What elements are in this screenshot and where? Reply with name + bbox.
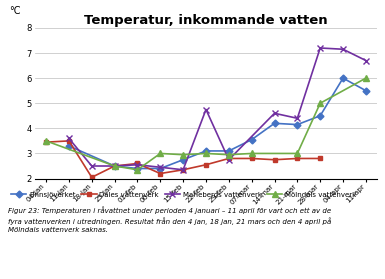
Mariebergs vattenverk	[204, 108, 208, 111]
Dales vattenverk	[112, 164, 117, 168]
Dales vattenverk	[295, 157, 300, 160]
Dales vattenverk	[204, 163, 208, 166]
Line: Finnsjöverket: Finnsjöverket	[67, 76, 368, 171]
Mölndals vattenverk	[363, 76, 368, 80]
Mariebergs vattenverk	[67, 137, 71, 140]
Finnsjöverket	[158, 167, 162, 170]
Mariebergs vattenverk	[158, 166, 162, 169]
Mariebergs vattenverk	[363, 59, 368, 62]
Mölndals vattenverk	[204, 152, 208, 155]
Mölndals vattenverk	[135, 168, 140, 171]
Finnsjöverket	[181, 158, 186, 161]
Finnsjöverket	[272, 122, 277, 125]
Finnsjöverket	[112, 164, 117, 168]
Mariebergs vattenverk	[181, 168, 186, 171]
Dales vattenverk	[89, 176, 94, 179]
Finnsjöverket	[67, 144, 71, 148]
Legend: Finnsjöverket, Dales vattenverk, Mariebergs vattenverk, Mölndals vattenverk: Finnsjöverket, Dales vattenverk, Mariebe…	[11, 192, 357, 198]
Finnsjöverket	[295, 123, 300, 126]
Finnsjöverket	[318, 114, 323, 117]
Mariebergs vattenverk	[272, 112, 277, 115]
Dales vattenverk	[181, 168, 186, 171]
Dales vattenverk	[249, 157, 254, 160]
Dales vattenverk	[318, 157, 323, 160]
Line: Mariebergs vattenverk: Mariebergs vattenverk	[65, 45, 369, 173]
Line: Dales vattenverk: Dales vattenverk	[44, 138, 323, 180]
Dales vattenverk	[158, 172, 162, 175]
Dales vattenverk	[67, 139, 71, 143]
Mariebergs vattenverk	[226, 158, 231, 161]
Mölndals vattenverk	[181, 153, 186, 156]
Text: Figur 23: Temperaturen i råvattnet under perioden 4 januari – 11 april för vart : Figur 23: Temperaturen i råvattnet under…	[8, 206, 331, 233]
Mariebergs vattenverk	[89, 164, 94, 168]
Line: Mölndals vattenverk: Mölndals vattenverk	[43, 75, 369, 172]
Title: Temperatur, inkommande vatten: Temperatur, inkommande vatten	[84, 14, 328, 27]
Text: °C: °C	[9, 6, 20, 16]
Mölndals vattenverk	[295, 152, 300, 155]
Finnsjöverket	[204, 149, 208, 153]
Dales vattenverk	[44, 140, 49, 144]
Dales vattenverk	[272, 158, 277, 161]
Mariebergs vattenverk	[135, 163, 140, 166]
Finnsjöverket	[249, 138, 254, 141]
Finnsjöverket	[226, 149, 231, 153]
Mölndals vattenverk	[112, 164, 117, 168]
Mariebergs vattenverk	[112, 164, 117, 168]
Finnsjöverket	[341, 76, 345, 80]
Mariebergs vattenverk	[341, 47, 345, 51]
Mölndals vattenverk	[158, 152, 162, 155]
Finnsjöverket	[363, 89, 368, 92]
Dales vattenverk	[135, 162, 140, 165]
Finnsjöverket	[135, 167, 140, 170]
Mariebergs vattenverk	[295, 117, 300, 120]
Mariebergs vattenverk	[318, 46, 323, 50]
Mölndals vattenverk	[318, 102, 323, 105]
Mölndals vattenverk	[44, 139, 49, 143]
Mölndals vattenverk	[249, 152, 254, 155]
Mölndals vattenverk	[226, 153, 231, 156]
Dales vattenverk	[226, 157, 231, 160]
